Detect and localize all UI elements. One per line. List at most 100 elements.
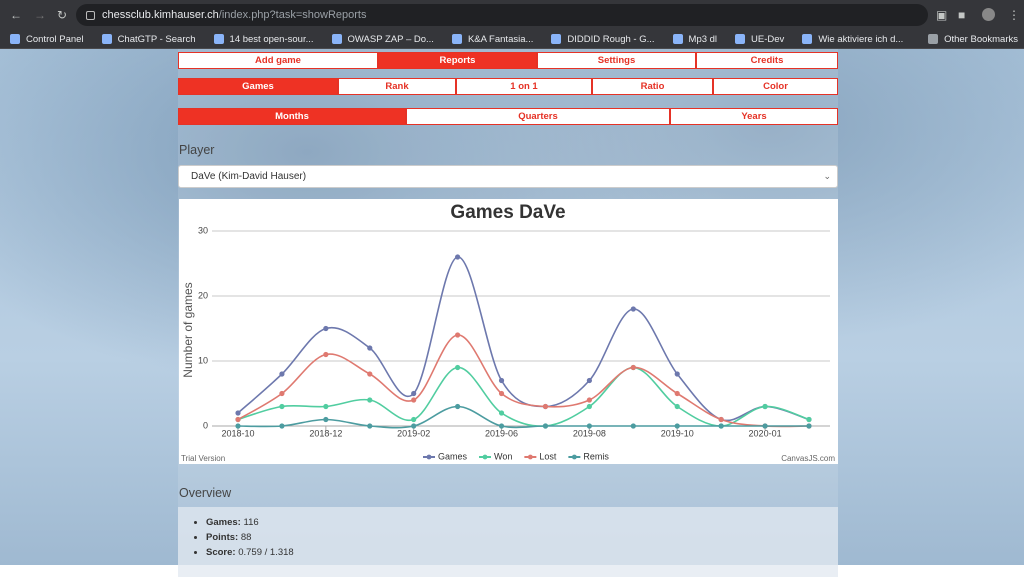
y-tick-label: 0 [203,420,208,430]
overview-label: Games: [206,517,241,528]
forward-button[interactable]: → [34,8,46,22]
data-point [279,390,285,397]
bookmark-label: OWASP ZAP – Do... [347,33,434,45]
bookmark-icon [802,34,813,44]
x-tick-label: 2020-01 [749,428,782,438]
data-point [586,423,592,429]
reload-button[interactable]: ↻ [57,8,68,22]
data-point [323,351,329,358]
data-point [806,416,812,423]
profile-button[interactable] [982,8,995,21]
series-line [237,256,810,422]
player-select[interactable]: DaVe (Kim-David Hauser) ⌄ [178,165,838,188]
nav-tab[interactable]: Color [713,78,838,95]
other-bookmarks[interactable]: Other Bookmarks [928,34,1018,45]
nav-tab[interactable]: Rank [338,78,456,95]
address-bar[interactable]: chessclub.kimhauser.ch/index.php?task=sh… [76,4,928,26]
folder-icon [928,34,939,44]
nav-tab[interactable]: Quarters [406,108,670,125]
browser-toolbar: ← → ↻ chessclub.kimhauser.ch/index.php?t… [0,0,1024,30]
nav-tab[interactable]: Games [178,78,338,95]
overview-item: Games: 116 [206,517,838,528]
bookmark[interactable]: Mp3 dl [672,33,718,45]
nav-tab[interactable]: Add game [178,52,378,69]
bookmark-icon [101,34,112,44]
bookmark-label: Mp3 dl [688,33,718,45]
overview-item: Points: 88 [206,532,838,543]
bookmark-label: UE-Dev [751,33,785,45]
overview-value: 88 [240,532,252,543]
watermark: Trial Version [181,454,225,463]
bookmark-icon [451,34,462,44]
data-point [674,403,680,410]
chart: Games DaVe Number of games Trial Version… [179,199,838,464]
overview-label: Points: [206,532,239,543]
y-tick-label: 20 [198,290,208,300]
extensions-button[interactable]: ▣ [936,8,948,22]
other-bookmarks-label: Other Bookmarks [944,33,1018,45]
series-line [237,366,810,427]
overview-label: Score: [206,547,236,558]
data-point [498,423,505,429]
sidebar-button[interactable]: ■ [958,8,966,22]
data-point [323,325,329,332]
url-host: chessclub.kimhauser.ch [102,9,219,21]
overview-value: 0.759 / 1.318 [238,547,294,558]
bookmark-label: K&A Fantasia... [467,33,534,45]
legend-label: Remis [583,451,609,461]
bookmark[interactable]: 14 best open-sour... [213,33,314,45]
data-point [806,423,812,429]
data-point [586,397,592,403]
data-point [411,423,417,429]
data-point [367,371,373,377]
data-point [498,410,505,416]
data-point [455,332,461,338]
bookmark[interactable]: Wie aktiviere ich d... [802,34,903,45]
url-path: /index.php?task=showReports [218,9,367,21]
periods-nav: Months Quarters Years [178,108,838,125]
bookmark[interactable]: ChatGTP - Search [101,33,196,45]
overview-title: Overview [179,486,232,500]
nav-tab[interactable]: Credits [696,52,838,69]
nav-tab[interactable]: Reports [378,52,537,69]
data-point [411,397,417,403]
data-point [674,423,680,429]
nav-tab[interactable]: 1 on 1 [456,78,592,95]
overview-item: Score: 0.759 / 1.318 [206,547,838,558]
data-point [279,423,285,429]
legend-dot [571,454,577,460]
bookmark[interactable]: Control Panel [10,34,84,45]
legend-dot [482,454,488,460]
overview-value: 116 [243,517,259,528]
bookmark[interactable]: DIDDID Rough - G... [551,34,655,45]
bookmark[interactable]: UE-Dev [735,34,784,45]
main-nav: Add game Reports Settings Credits [178,52,838,69]
body: ← → ↻ chessclub.kimhauser.ch/index.php?t… [0,0,1024,565]
series-line [237,405,809,429]
data-point [279,371,285,377]
data-point [411,416,417,423]
bookmark-label: ChatGTP - Search [117,33,196,45]
back-button[interactable]: ← [10,8,22,22]
data-point [586,377,592,384]
data-point [542,403,549,410]
nav-tab[interactable]: Settings [537,52,696,69]
data-point [455,403,461,410]
bookmark-icon [735,34,746,44]
data-point [542,423,549,429]
nav-tab[interactable]: Months [178,108,406,125]
bookmark[interactable]: OWASP ZAP – Do... [331,33,434,45]
data-point [367,423,373,429]
bookmark-icon [10,34,20,44]
data-point [455,364,461,371]
bookmark-icon [551,34,562,44]
bookmark-label: 14 best open-sour... [229,33,314,45]
menu-button[interactable]: ⋮ [1008,8,1020,22]
data-point [498,390,505,397]
data-point [279,403,285,410]
nav-tab[interactable]: Ratio [592,78,713,95]
data-point [586,403,592,410]
nav-tab[interactable]: Years [670,108,838,125]
bookmark[interactable]: K&A Fantasia... [451,33,534,45]
lock-icon [86,11,95,20]
